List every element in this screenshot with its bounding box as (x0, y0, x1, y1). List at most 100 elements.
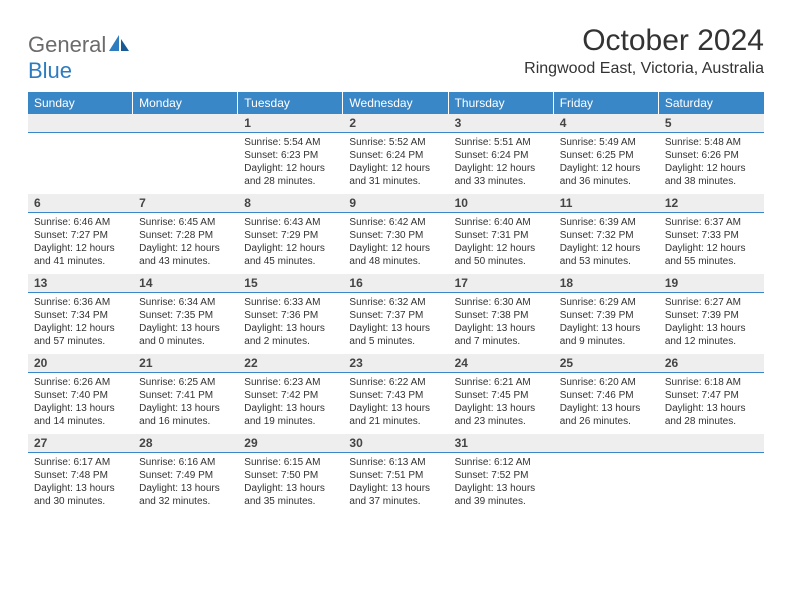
sunset-text: Sunset: 7:50 PM (244, 469, 337, 482)
day-number: 1 (238, 114, 343, 133)
day-header-monday: Monday (133, 92, 238, 114)
sunrise-text: Sunrise: 6:21 AM (455, 376, 548, 389)
daylight-text: Daylight: 13 hours and 14 minutes. (34, 402, 127, 428)
day-number: 18 (554, 274, 659, 293)
calendar-cell: 11Sunrise: 6:39 AMSunset: 7:32 PMDayligh… (554, 194, 659, 274)
day-number: 19 (659, 274, 764, 293)
cell-body: Sunrise: 6:15 AMSunset: 7:50 PMDaylight:… (238, 453, 343, 514)
sunset-text: Sunset: 7:29 PM (244, 229, 337, 242)
calendar-cell: 19Sunrise: 6:27 AMSunset: 7:39 PMDayligh… (659, 274, 764, 354)
day-header-friday: Friday (554, 92, 659, 114)
calendar-cell (554, 434, 659, 514)
cell-body: Sunrise: 5:52 AMSunset: 6:24 PMDaylight:… (343, 133, 448, 194)
sunset-text: Sunset: 6:24 PM (455, 149, 548, 162)
sunset-text: Sunset: 7:48 PM (34, 469, 127, 482)
location: Ringwood East, Victoria, Australia (524, 60, 764, 78)
sunrise-text: Sunrise: 5:51 AM (455, 136, 548, 149)
calendar-cell: 20Sunrise: 6:26 AMSunset: 7:40 PMDayligh… (28, 354, 133, 434)
day-number: 28 (133, 434, 238, 453)
sunset-text: Sunset: 7:42 PM (244, 389, 337, 402)
day-number: 15 (238, 274, 343, 293)
sunset-text: Sunset: 6:25 PM (560, 149, 653, 162)
daylight-text: Daylight: 13 hours and 30 minutes. (34, 482, 127, 508)
daylight-text: Daylight: 13 hours and 21 minutes. (349, 402, 442, 428)
sunset-text: Sunset: 7:43 PM (349, 389, 442, 402)
calendar-cell: 13Sunrise: 6:36 AMSunset: 7:34 PMDayligh… (28, 274, 133, 354)
cell-body: Sunrise: 6:12 AMSunset: 7:52 PMDaylight:… (449, 453, 554, 514)
calendar-cell: 8Sunrise: 6:43 AMSunset: 7:29 PMDaylight… (238, 194, 343, 274)
sunset-text: Sunset: 6:23 PM (244, 149, 337, 162)
daylight-text: Daylight: 12 hours and 55 minutes. (665, 242, 758, 268)
calendar-cell: 4Sunrise: 5:49 AMSunset: 6:25 PMDaylight… (554, 114, 659, 194)
cell-body: Sunrise: 6:16 AMSunset: 7:49 PMDaylight:… (133, 453, 238, 514)
calendar-cell: 10Sunrise: 6:40 AMSunset: 7:31 PMDayligh… (449, 194, 554, 274)
daylight-text: Daylight: 13 hours and 28 minutes. (665, 402, 758, 428)
cell-body: Sunrise: 5:54 AMSunset: 6:23 PMDaylight:… (238, 133, 343, 194)
page-header: GeneralBlue October 2024 Ringwood East, … (28, 24, 764, 84)
sunset-text: Sunset: 6:26 PM (665, 149, 758, 162)
sunset-text: Sunset: 7:45 PM (455, 389, 548, 402)
sunrise-text: Sunrise: 5:49 AM (560, 136, 653, 149)
calendar-cell: 27Sunrise: 6:17 AMSunset: 7:48 PMDayligh… (28, 434, 133, 514)
sunset-text: Sunset: 7:34 PM (34, 309, 127, 322)
daylight-text: Daylight: 13 hours and 32 minutes. (139, 482, 232, 508)
cell-body: Sunrise: 6:27 AMSunset: 7:39 PMDaylight:… (659, 293, 764, 354)
cell-body: Sunrise: 6:20 AMSunset: 7:46 PMDaylight:… (554, 373, 659, 434)
day-number: 24 (449, 354, 554, 373)
cell-body: Sunrise: 6:25 AMSunset: 7:41 PMDaylight:… (133, 373, 238, 434)
sunrise-text: Sunrise: 6:27 AM (665, 296, 758, 309)
cell-body: Sunrise: 6:18 AMSunset: 7:47 PMDaylight:… (659, 373, 764, 434)
day-number: 23 (343, 354, 448, 373)
day-header-tuesday: Tuesday (238, 92, 343, 114)
cell-body: Sunrise: 6:42 AMSunset: 7:30 PMDaylight:… (343, 213, 448, 274)
cell-body (28, 133, 133, 142)
sunset-text: Sunset: 7:47 PM (665, 389, 758, 402)
day-number: 29 (238, 434, 343, 453)
day-number: 25 (554, 354, 659, 373)
daylight-text: Daylight: 12 hours and 41 minutes. (34, 242, 127, 268)
sunrise-text: Sunrise: 5:54 AM (244, 136, 337, 149)
cell-body: Sunrise: 5:51 AMSunset: 6:24 PMDaylight:… (449, 133, 554, 194)
cell-body: Sunrise: 6:29 AMSunset: 7:39 PMDaylight:… (554, 293, 659, 354)
calendar-cell: 14Sunrise: 6:34 AMSunset: 7:35 PMDayligh… (133, 274, 238, 354)
cell-body: Sunrise: 6:33 AMSunset: 7:36 PMDaylight:… (238, 293, 343, 354)
day-number: 6 (28, 194, 133, 213)
daylight-text: Daylight: 12 hours and 33 minutes. (455, 162, 548, 188)
daylight-text: Daylight: 13 hours and 23 minutes. (455, 402, 548, 428)
sunset-text: Sunset: 7:51 PM (349, 469, 442, 482)
cell-body: Sunrise: 6:46 AMSunset: 7:27 PMDaylight:… (28, 213, 133, 274)
logo-text: GeneralBlue (28, 32, 130, 84)
logo-word2: Blue (28, 58, 72, 83)
sunrise-text: Sunrise: 6:26 AM (34, 376, 127, 389)
daylight-text: Daylight: 13 hours and 35 minutes. (244, 482, 337, 508)
daylight-text: Daylight: 13 hours and 26 minutes. (560, 402, 653, 428)
calendar-cell: 18Sunrise: 6:29 AMSunset: 7:39 PMDayligh… (554, 274, 659, 354)
week-row: 1Sunrise: 5:54 AMSunset: 6:23 PMDaylight… (28, 114, 764, 194)
sunset-text: Sunset: 7:38 PM (455, 309, 548, 322)
calendar-cell: 17Sunrise: 6:30 AMSunset: 7:38 PMDayligh… (449, 274, 554, 354)
sunrise-text: Sunrise: 6:13 AM (349, 456, 442, 469)
daylight-text: Daylight: 13 hours and 7 minutes. (455, 322, 548, 348)
sunset-text: Sunset: 7:37 PM (349, 309, 442, 322)
daylight-text: Daylight: 12 hours and 45 minutes. (244, 242, 337, 268)
sunset-text: Sunset: 7:39 PM (560, 309, 653, 322)
day-number: 7 (133, 194, 238, 213)
cell-body: Sunrise: 6:32 AMSunset: 7:37 PMDaylight:… (343, 293, 448, 354)
day-number: 30 (343, 434, 448, 453)
day-number: 5 (659, 114, 764, 133)
daylight-text: Daylight: 12 hours and 28 minutes. (244, 162, 337, 188)
sunset-text: Sunset: 7:52 PM (455, 469, 548, 482)
sunrise-text: Sunrise: 6:37 AM (665, 216, 758, 229)
sunrise-text: Sunrise: 5:48 AM (665, 136, 758, 149)
cell-body: Sunrise: 6:45 AMSunset: 7:28 PMDaylight:… (133, 213, 238, 274)
month-title: October 2024 (524, 24, 764, 58)
sunset-text: Sunset: 7:40 PM (34, 389, 127, 402)
daylight-text: Daylight: 12 hours and 38 minutes. (665, 162, 758, 188)
daylight-text: Daylight: 13 hours and 39 minutes. (455, 482, 548, 508)
day-number: 17 (449, 274, 554, 293)
calendar-cell: 16Sunrise: 6:32 AMSunset: 7:37 PMDayligh… (343, 274, 448, 354)
cell-body: Sunrise: 6:13 AMSunset: 7:51 PMDaylight:… (343, 453, 448, 514)
sunrise-text: Sunrise: 6:15 AM (244, 456, 337, 469)
sunset-text: Sunset: 7:28 PM (139, 229, 232, 242)
day-number: 12 (659, 194, 764, 213)
